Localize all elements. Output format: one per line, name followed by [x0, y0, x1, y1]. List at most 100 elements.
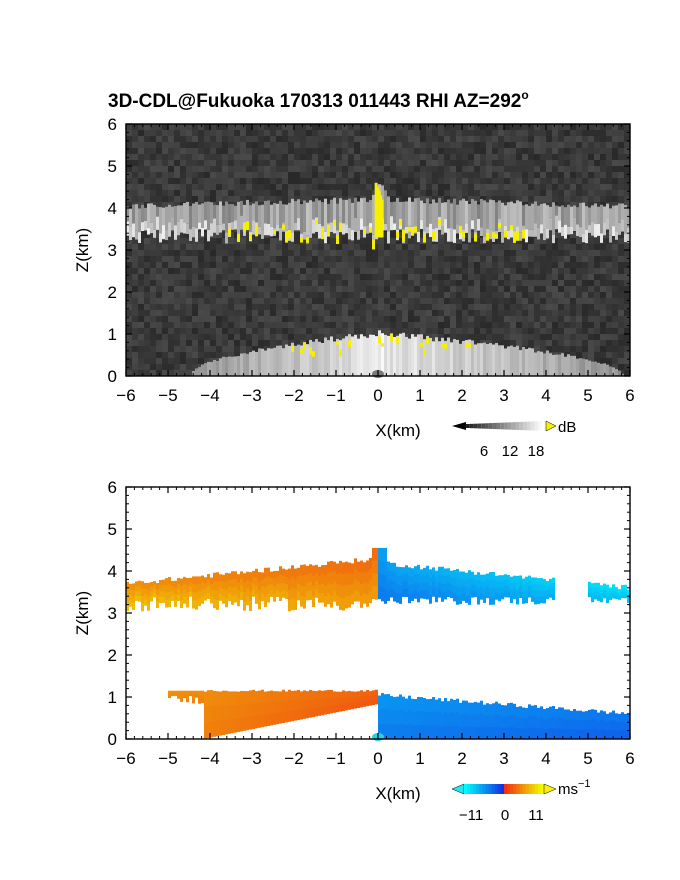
noise-cell: [168, 364, 174, 370]
lower-layer-cell: [600, 363, 603, 376]
upper-layer-cell: [558, 206, 561, 221]
noise-cell: [534, 172, 540, 178]
noise-cell: [582, 286, 588, 292]
lower-layer-cell: [489, 343, 492, 376]
noise-cell: [570, 154, 576, 160]
noise-cell: [366, 244, 372, 250]
upper-velocity-cell: [405, 588, 408, 597]
noise-cell: [558, 322, 564, 328]
noise-cell: [168, 262, 174, 268]
noise-cell: [156, 292, 162, 298]
upper-layer-cell: [333, 197, 336, 220]
noise-cell: [390, 160, 396, 166]
colorbar-tick-label: 12: [502, 443, 519, 460]
upper-velocity-cell: [240, 578, 243, 586]
noise-cell: [504, 154, 510, 160]
lower-layer-yellow-cell: [381, 343, 384, 347]
upper-layer-cell: [207, 230, 210, 242]
lower-layer-cell: [552, 354, 555, 376]
noise-cell: [252, 280, 258, 286]
upper-layer-cell: [480, 199, 483, 228]
upper-velocity-cell: [363, 582, 366, 594]
noise-cell: [210, 304, 216, 310]
noise-cell: [150, 316, 156, 322]
noise-cell: [240, 268, 246, 274]
upper-velocity-cell: [543, 590, 546, 598]
noise-cell: [306, 160, 312, 166]
noise-cell: [534, 256, 540, 262]
noise-cell: [360, 268, 366, 274]
noise-cell: [516, 256, 522, 262]
noise-cell: [366, 256, 372, 262]
upper-velocity-cell: [282, 590, 285, 598]
upper-velocity-cell: [333, 561, 336, 573]
noise-cell: [624, 268, 630, 274]
noise-cell: [498, 262, 504, 268]
noise-cell: [336, 172, 342, 178]
noise-cell: [564, 190, 570, 196]
noise-cell: [174, 238, 180, 244]
colorbar-cell: [477, 423, 482, 429]
upper-velocity-cell: [294, 599, 297, 610]
noise-cell: [258, 298, 264, 304]
upper-layer-yellow-cell: [498, 222, 501, 229]
noise-cell: [324, 124, 330, 130]
noise-cell: [258, 292, 264, 298]
upper-velocity-cell: [294, 588, 297, 600]
noise-cell: [396, 292, 402, 298]
upper-velocity-cell: [468, 578, 471, 588]
lower-layer-cell: [219, 358, 222, 376]
upper-layer-cell: [168, 204, 171, 223]
noise-cell: [354, 154, 360, 160]
upper-layer-cell: [468, 233, 471, 243]
lower-layer-cell: [585, 359, 588, 376]
upper-velocity-cell: [465, 572, 468, 581]
noise-cell: [582, 160, 588, 166]
noise-cell: [270, 292, 276, 298]
noise-cell: [228, 334, 234, 340]
noise-cell: [528, 340, 534, 346]
noise-cell: [198, 136, 204, 142]
noise-cell: [240, 172, 246, 178]
noise-cell: [324, 178, 330, 184]
lower-velocity-cell: [186, 690, 189, 695]
noise-cell: [210, 166, 216, 172]
noise-cell: [240, 310, 246, 316]
noise-cell: [360, 154, 366, 160]
noise-cell: [186, 286, 192, 292]
noise-cell: [204, 178, 210, 184]
noise-cell: [504, 322, 510, 328]
upper-layer-cell: [141, 222, 144, 232]
noise-cell: [486, 130, 492, 136]
noise-cell: [576, 184, 582, 190]
noise-cell: [360, 178, 366, 184]
noise-cell: [276, 292, 282, 298]
lower-layer-cell: [402, 332, 405, 376]
noise-cell: [480, 292, 486, 298]
noise-cell: [132, 244, 138, 250]
noise-cell: [372, 172, 378, 178]
noise-cell: [456, 250, 462, 256]
noise-cell: [282, 196, 288, 202]
noise-cell: [462, 160, 468, 166]
noise-cell: [138, 280, 144, 286]
noise-cell: [210, 328, 216, 334]
noise-cell: [606, 268, 612, 274]
noise-cell: [486, 184, 492, 190]
noise-cell: [582, 298, 588, 304]
upper-velocity-cell: [372, 547, 375, 562]
noise-cell: [558, 190, 564, 196]
lower-velocity-cell: [189, 690, 192, 693]
upper-layer-cell: [426, 198, 429, 227]
noise-cell: [426, 184, 432, 190]
noise-cell: [300, 298, 306, 304]
noise-cell: [600, 190, 606, 196]
noise-cell: [390, 328, 396, 334]
noise-cell: [600, 304, 606, 310]
upper-layer-cell: [417, 197, 420, 232]
lower-layer-cell: [606, 364, 609, 376]
upper-layer-cell: [303, 200, 306, 232]
noise-cell: [150, 370, 156, 376]
noise-cell: [414, 250, 420, 256]
upper-velocity-cell: [501, 592, 504, 600]
